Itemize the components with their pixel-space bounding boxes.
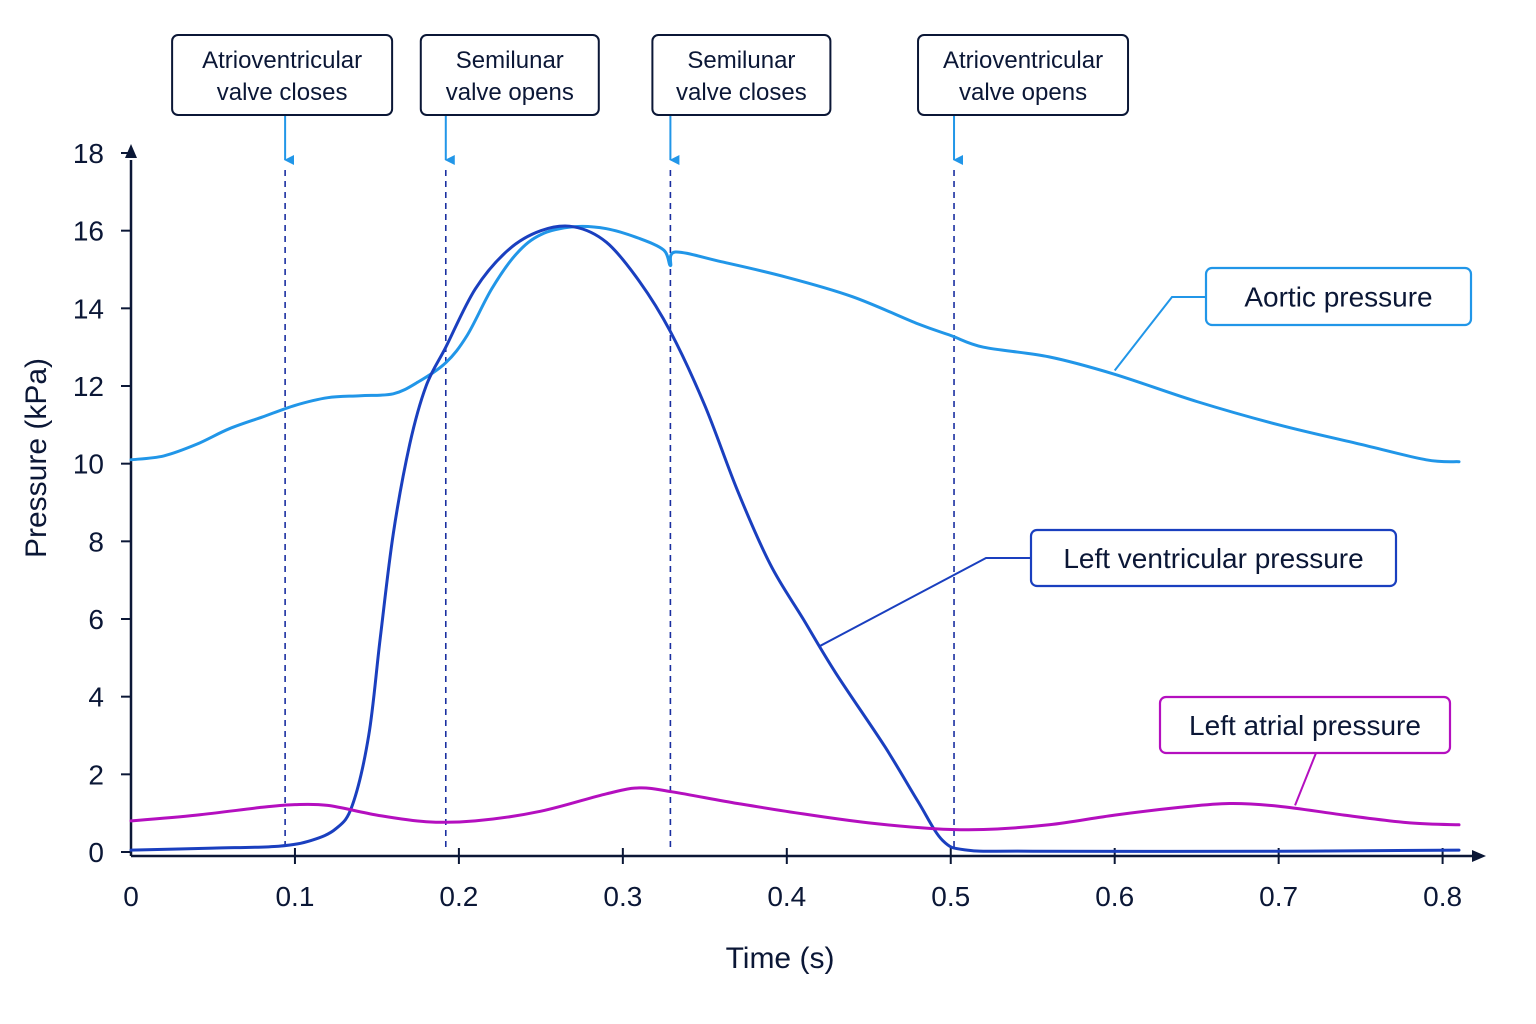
event-label-line2: valve closes xyxy=(217,79,348,106)
event-label-box xyxy=(917,34,1130,116)
event-label-line2: valve closes xyxy=(676,79,807,106)
y-tick-label: 10 xyxy=(73,449,104,480)
x-tick-label: 0 xyxy=(123,881,139,912)
legend-leader-line xyxy=(1294,752,1317,806)
legend-label: Left ventricular pressure xyxy=(1063,543,1363,574)
legend: Aortic pressure Left ventricular pressure… xyxy=(819,266,1473,806)
y-tick-label: 2 xyxy=(88,759,104,790)
x-axis-title: Time (s) xyxy=(726,942,835,975)
legend-label: Left atrial pressure xyxy=(1189,710,1421,741)
y-tick-label: 4 xyxy=(88,682,104,713)
x-tick-label: 0.6 xyxy=(1095,881,1134,912)
legend-box xyxy=(1158,695,1452,755)
legend-box xyxy=(1204,266,1473,327)
y-tick-label: 8 xyxy=(88,526,104,557)
x-tick-label: 0.1 xyxy=(275,881,314,912)
axes: 0 0.1 0.2 0.3 0.4 0.5 0.6 0.7 0.8 0 2 4 6 8 10 12 14 16 18 xyxy=(73,138,1486,912)
event-label-box xyxy=(651,34,832,116)
event-label-box xyxy=(171,34,394,116)
event-label-line1: Atrioventricular xyxy=(943,47,1103,74)
y-tick-label: 14 xyxy=(73,293,104,324)
y-tick-label: 18 xyxy=(73,138,104,169)
legend-box xyxy=(1029,528,1398,588)
y-tick-label: 6 xyxy=(88,604,104,635)
y-axis-title: Pressure (kPa) xyxy=(20,358,53,558)
legend-leader-line xyxy=(819,557,1031,648)
x-tick-label: 0.4 xyxy=(767,881,806,912)
legend-label: Aortic pressure xyxy=(1244,282,1432,313)
x-axis-arrow xyxy=(1472,850,1486,862)
left-ventricular-pressure-line xyxy=(129,224,1461,853)
event-label-line1: Semilunar xyxy=(687,47,795,74)
aortic-pressure-line xyxy=(129,224,1461,464)
legend-leader-line xyxy=(1113,296,1206,372)
event-label-line2: valve opens xyxy=(446,79,574,106)
y-tick-label: 0 xyxy=(88,837,104,868)
x-tick-label: 0.8 xyxy=(1423,881,1462,912)
x-tick-label: 0.7 xyxy=(1259,881,1298,912)
y-tick-label: 12 xyxy=(73,371,104,402)
event-label-line1: Atrioventricular xyxy=(202,47,362,74)
x-tick-label: 0.5 xyxy=(931,881,970,912)
y-axis-arrow xyxy=(125,144,137,158)
event-label-line2: valve opens xyxy=(959,79,1087,106)
event-label-line1: Semilunar xyxy=(456,47,564,74)
y-tick-label: 16 xyxy=(73,216,104,247)
left-atrial-pressure-line xyxy=(129,786,1461,832)
x-tick-label: 0.2 xyxy=(439,881,478,912)
series-lines xyxy=(129,224,1461,853)
event-label-box xyxy=(419,34,600,116)
valve-events: Atrioventricular valve closes Semilunar val… xyxy=(171,34,1130,852)
x-tick-label: 0.3 xyxy=(603,881,642,912)
